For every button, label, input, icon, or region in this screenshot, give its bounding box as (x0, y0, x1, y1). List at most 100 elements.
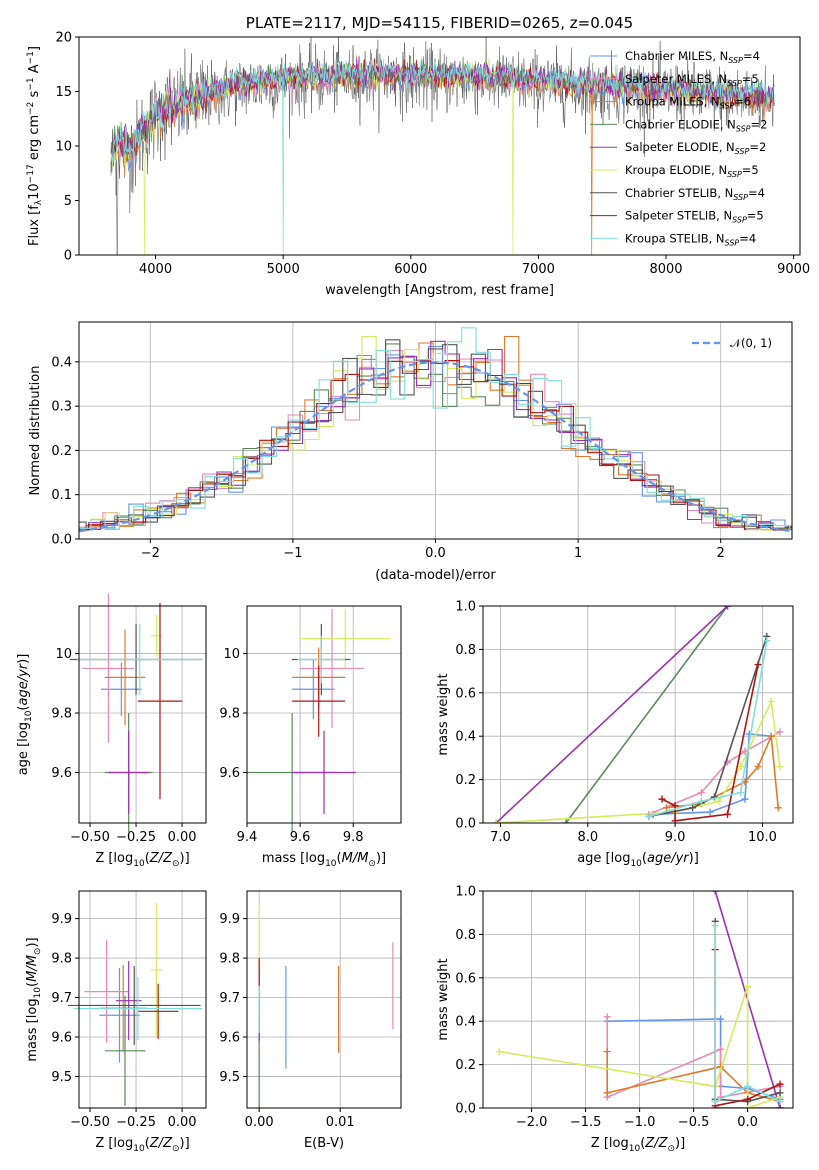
y-tick-label: 9.6 (51, 766, 72, 781)
marker-chabrier-miles (745, 730, 753, 738)
x-axis-label: Z [log10(Z/Z⊙)] (591, 1136, 685, 1154)
y-tick-label: 0.8 (455, 643, 476, 658)
y-tick-label: 0.6 (455, 686, 476, 701)
spectrum-panel: PLATE=2117, MJD=54115, FIBERID=0265, z=0… (26, 14, 810, 298)
x-tick-label: 7000 (522, 262, 555, 277)
series-line-chabrier-elodie (565, 606, 729, 823)
series-line-kroupa-elodie (496, 698, 781, 823)
marker-kroupa-miles (754, 763, 762, 771)
marker-kroupa-elodie (744, 982, 752, 990)
y-tick-label: 9.6 (219, 766, 240, 781)
y-axis-label: mass weight (436, 958, 451, 1040)
x-tick-label: −0.5 (678, 1115, 710, 1130)
marker-kroupa-stelib (763, 637, 771, 645)
x-tick-label: 0.01 (326, 1115, 355, 1130)
errorbar-kroupa-elodie (150, 902, 162, 1037)
y-tick-label: 0.2 (455, 1058, 476, 1073)
x-axis-label: age [log10(age/yr)] (577, 851, 699, 869)
legend-label: Salpeter STELIB, NSSP=5 (625, 209, 764, 225)
axes-frame (78, 890, 207, 1109)
marker-kroupa-stelib (744, 1082, 752, 1090)
y-tick-label: 0.0 (455, 1102, 476, 1117)
errorbar-kroupa-stelib (73, 977, 203, 1041)
marker-kroupa-elodie (495, 1048, 503, 1056)
x-axis-label: mass [log10(M/M⊙)] (262, 851, 386, 869)
series-line-salpeter-elodie (495, 606, 729, 823)
errorbar-salpeter-stelib (292, 665, 346, 737)
errorbar-chabrier-miles (99, 967, 140, 1063)
axes-frame (482, 605, 794, 824)
errorbar-salpeter-stelib (137, 603, 183, 800)
x-tick-label: 9000 (777, 262, 810, 277)
marker-kroupa-elodie (737, 763, 745, 771)
x-tick-label: 0.00 (245, 1115, 274, 1130)
y-tick-label: 1.0 (455, 600, 476, 615)
legend-label: 𝒩(0, 1) (730, 336, 772, 350)
marker-kroupa-miles (767, 732, 775, 740)
marker-kroupa-elodie (744, 1104, 752, 1108)
y-tick-label: 9.8 (51, 707, 72, 722)
x-axis-label: wavelength [Angstrom, rest frame] (325, 283, 554, 298)
massweight-vs-age-panel: 7.0 8.0 9.0 10.0 0.0 0.2 0.4 0.6 0.8 1.0 age [log1… (436, 600, 794, 869)
y-tick-label: 9.8 (219, 707, 240, 722)
y-tick-label: 9.6 (51, 1030, 72, 1045)
errorbar-kroupa-miles (104, 629, 146, 725)
y-axis-label: mass weight (436, 673, 451, 755)
marker-kroupa-elodie (767, 697, 775, 705)
legend-label: Kroupa MILES, NSSP=6 (625, 95, 751, 111)
x-tick-label: 9.0 (665, 830, 686, 845)
marker-kroupa-elodie (492, 819, 500, 823)
errorbar-chabrier-miles (101, 662, 142, 716)
y-tick-label: 9.7 (51, 991, 72, 1006)
axes-frame (78, 605, 207, 824)
x-tick-label: 0.00 (168, 830, 197, 845)
x-tick-label: 7.0 (490, 830, 511, 845)
marker-kroupa-miles (603, 1048, 611, 1056)
y-tick-label: 10 (55, 140, 72, 155)
series-line-salpeter-stelib (661, 664, 759, 822)
marker-salpeter-elodie (724, 606, 732, 610)
y-tick-label: 9.6 (219, 1030, 240, 1045)
massweight-vs-Z-lines (495, 891, 784, 1108)
y-tick-label: 0.6 (455, 971, 476, 986)
x-tick-label: −0.25 (116, 1115, 156, 1130)
marker-kroupa-miles (774, 804, 782, 812)
marker-chabrier-stelib (689, 804, 697, 812)
y-tick-label: 0.2 (455, 773, 476, 788)
x-tick-label: 10.0 (748, 830, 777, 845)
errorbar-chabrier-miles (292, 659, 335, 719)
errorbar-salpeter-stelib (137, 983, 179, 1039)
y-tick-label: 0 (64, 249, 72, 264)
y-axis-label: mass [log10(M/M⊙)] (25, 937, 43, 1061)
marker-chabrier-stelib (710, 793, 718, 801)
y-tick-label: 9.8 (51, 952, 72, 967)
legend-label: Kroupa ELODIE, NSSP=5 (625, 163, 759, 179)
y-tick-label: 0.3 (51, 400, 72, 415)
series-line-kroupa-stelib (714, 925, 781, 1103)
marker-kroupa-stelib (697, 797, 705, 805)
marker-salpeter-stelib (658, 795, 666, 803)
y-tick-label: 9.9 (219, 912, 240, 927)
legend-label: Kroupa STELIB, NSSP=4 (625, 231, 756, 247)
histogram-chabrier-stelib (79, 339, 792, 531)
marker-kroupa-stelib (776, 1097, 784, 1105)
y-tick-label: 0.4 (455, 730, 476, 745)
x-tick-label: 5000 (267, 262, 300, 277)
spectrum-legend: Chabrier MILES, NSSP=4 Salpeter MILES, NS… (590, 49, 767, 247)
marker-salpeter-elodie (776, 1104, 784, 1108)
chart-title: PLATE=2117, MJD=54115, FIBERID=0265, z=0… (246, 14, 633, 32)
y-tick-label: 9.5 (51, 1070, 72, 1085)
y-tick-label: 0.4 (51, 355, 72, 370)
marker-kroupa-stelib (711, 922, 719, 930)
x-axis-label: Z [log10(Z/Z⊙)] (95, 851, 189, 869)
x-axis-label: (data-model)/error (375, 568, 496, 583)
histogram-kroupa-stelib (79, 327, 792, 530)
errorbar-kroupa-stelib (77, 623, 203, 696)
x-tick-label: 0.0 (425, 546, 446, 561)
x-tick-label: −1.0 (624, 1115, 656, 1130)
marker-salpeter-stelib (744, 1095, 752, 1103)
marker-chabrier-miles (706, 808, 714, 816)
errorbar-chabrier-stelib (67, 965, 201, 1045)
y-tick-label: 0.4 (455, 1015, 476, 1030)
